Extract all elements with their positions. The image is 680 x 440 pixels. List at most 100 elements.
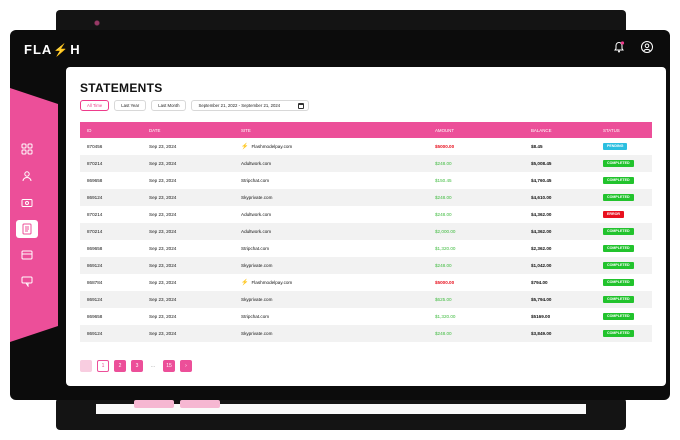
cell-site: ⚡ Flashmodelpay.com [241,144,292,150]
header-date[interactable]: DATE [149,127,161,133]
status-badge: COMPLETED [603,160,634,167]
page-button-last[interactable]: 15 [163,360,175,372]
cell-id: 869658 [87,178,103,183]
cell-balance: $5169.00 [531,314,551,319]
table-row[interactable]: 870214 Sep 23, 2024 Adultwork.com $2,000.00… [80,223,652,240]
page-button-1[interactable]: 1 [97,360,109,372]
date-range-label: September 21, 2022 - September 21, 2024 [198,103,281,108]
pagination: 1 2 3 ... 15 › [80,360,192,372]
header-id[interactable]: ID [87,127,92,133]
page-button-3[interactable]: 3 [131,360,143,372]
cell-status: PENDING [603,143,628,150]
sidebar [10,88,58,342]
table-row[interactable]: 868784 Sep 23, 2024 ⚡ Flashmodelpay.com $500… [80,274,652,291]
prev-page-button[interactable] [80,360,92,372]
cell-status: COMPLETED [603,262,634,269]
cell-id: 869658 [87,246,103,251]
header-site[interactable]: SITE [241,127,251,133]
status-badge: COMPLETED [603,330,634,337]
date-range-picker[interactable]: September 21, 2022 - September 21, 2024 [191,100,310,111]
nav-payments[interactable] [16,246,38,264]
cell-id: 868784 [87,280,103,285]
bolt-icon: ⚡ [53,42,70,57]
cell-status: COMPLETED [603,177,634,184]
table-row[interactable]: 870214 Sep 23, 2024 Adultwork.com $248.00 $5… [80,155,652,172]
wallet-icon [21,197,33,209]
cell-site: Adultwork.com [241,212,271,217]
background-window-bottom [56,398,626,430]
cell-date: Sep 23, 2024 [149,280,177,285]
cell-site: Stripchat.com [241,314,269,319]
filter-last-year[interactable]: Last Year [114,100,147,111]
next-page-button[interactable]: › [180,360,192,372]
status-badge: COMPLETED [603,262,634,269]
page-title: STATEMENTS [80,81,163,95]
status-badge: PENDING [603,143,628,150]
cell-balance: $8.45 [531,144,543,149]
table-row[interactable]: 869658 Sep 23, 2024 Stripchat.com $1,320.00… [80,308,652,325]
status-badge: COMPLETED [603,194,634,201]
header-balance[interactable]: BALANCE [531,127,552,133]
filter-all-time[interactable]: All Time [80,100,110,111]
cell-id: 870214 [87,229,103,234]
cell-id: 869124 [87,297,103,302]
page-button-2[interactable]: 2 [114,360,126,372]
cell-date: Sep 23, 2024 [149,212,177,217]
status-badge: COMPLETED [603,313,634,320]
cell-site: Stripchat.com [241,178,269,183]
flash-logo[interactable]: FLA ⚡ H [24,42,81,57]
bolt-icon: ⚡ [241,279,249,286]
site-name: Skyprivate.com [241,331,273,336]
table-row[interactable]: 870214 Sep 23, 2024 Adultwork.com $248.00 $4… [80,206,652,223]
site-name: Stripchat.com [241,246,270,251]
table-row[interactable]: 869124 Sep 23, 2024 Skyprivate.com $248.00 $… [80,257,652,274]
table-row[interactable]: 869124 Sep 23, 2024 Skyprivate.com $248.00 $… [80,189,652,206]
cell-balance: $794.00 [531,280,548,285]
cell-status: COMPLETED [603,194,634,201]
cell-date: Sep 23, 2024 [149,263,177,268]
filter-last-month[interactable]: Last Month [151,100,187,111]
table-header: ID DATE SITE AMOUNT BALANCE STATUS [80,122,652,138]
cell-date: Sep 23, 2024 [149,144,177,149]
cell-id: 870456 [87,144,103,149]
nav-dashboard[interactable] [16,140,38,158]
site-name: Adultwork.com [241,212,272,217]
app-window: FLA ⚡ H [10,30,670,400]
status-badge: COMPLETED [603,279,634,286]
header-amount[interactable]: AMOUNT [435,127,455,133]
bell-icon[interactable] [612,40,626,54]
cell-site: Stripchat.com [241,246,269,251]
cell-amount: $5000.00 [435,144,455,149]
cell-status: COMPLETED [603,160,634,167]
filter-bar: All Time Last Year Last Month September … [80,100,310,111]
cell-status: COMPLETED [603,313,634,320]
site-name: Flashmodelpay.com [251,280,293,285]
cell-amount: $248.00 [435,195,452,200]
cell-date: Sep 23, 2024 [149,195,177,200]
cell-id: 869124 [87,195,103,200]
status-badge: ERROR [603,211,624,218]
status-badge: COMPLETED [603,245,634,252]
user-icon[interactable] [640,40,654,54]
table-row[interactable]: 870456 Sep 23, 2024 ⚡ Flashmodelpay.com $500… [80,138,652,155]
cell-status: COMPLETED [603,245,634,252]
nav-wallet[interactable] [16,194,38,212]
nav-statements[interactable] [16,220,38,238]
table-body: 870456 Sep 23, 2024 ⚡ Flashmodelpay.com $500… [80,138,652,342]
site-name: Skyprivate.com [241,297,273,302]
status-badge: COMPLETED [603,177,634,184]
nav-support[interactable] [16,272,38,290]
nav-profile[interactable] [16,167,38,185]
cell-site: Adultwork.com [241,229,271,234]
table-row[interactable]: 869124 Sep 23, 2024 Skyprivate.com $248.00 $… [80,325,652,342]
table-row[interactable]: 869124 Sep 23, 2024 Skyprivate.com $625.00 $… [80,291,652,308]
header-status[interactable]: STATUS [603,127,620,133]
cell-balance: $4,362.00 [531,229,552,234]
table-row[interactable]: 869658 Sep 23, 2024 Stripchat.com $150.45 $4… [80,172,652,189]
cell-status: COMPLETED [603,296,634,303]
cell-date: Sep 23, 2024 [149,314,177,319]
cell-status: ERROR [603,211,624,218]
calendar-icon [298,102,305,109]
table-row[interactable]: 869658 Sep 23, 2024 Stripchat.com $1,320.00… [80,240,652,257]
